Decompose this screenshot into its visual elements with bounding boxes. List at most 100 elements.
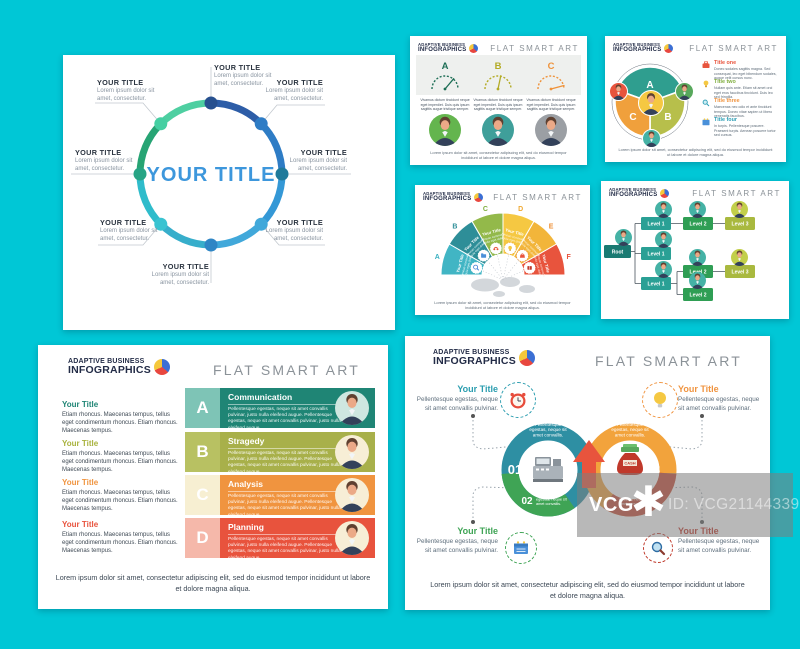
list-row-b: B Stragedy Pellentesque egestas, neque s… (185, 432, 375, 475)
fan-segment-texts: Your TitleAenean commodoligula eget dolo… (454, 226, 552, 278)
row-text: Pellentesque egestas, neque sit amet con… (228, 407, 341, 431)
circle-item-top-left: YOUR TITLE Lorem ipsum dolor sit amet, c… (97, 78, 171, 104)
row-letter: C (185, 475, 220, 515)
avatar (641, 128, 661, 148)
corner-title: Your Title (457, 526, 498, 536)
avatar (482, 114, 514, 146)
item-text: Etiam rhoncus. Maecenas tempus, tellus e… (62, 451, 178, 474)
brand-line1: ADAPTIVE BUSINESS (68, 358, 145, 365)
pie-chart-icon (518, 350, 535, 367)
gauge-desc: Vivamus dictum tincidunt neque eget impe… (420, 98, 470, 112)
watermark-id: ID: VCG2114433908283 (668, 496, 800, 513)
brand-line1: ADAPTIVE BUSINESS (423, 191, 471, 196)
avatar (731, 201, 748, 218)
lightbulb-icon (703, 80, 709, 88)
avatar (638, 90, 664, 116)
side-item: Your Title Etiam rhoncus. Maecenas tempu… (62, 400, 180, 435)
item-text: In turpis. Pellentesque posuere. Praesen… (714, 124, 776, 138)
slide-fan-chart: ADAPTIVE BUSINESS INFOGRAPHICS FLAT SMAR… (415, 185, 590, 315)
item-title: YOUR TITLE (276, 78, 323, 87)
fan-letters: A B C D E F (435, 206, 572, 261)
svg-text:Your TitleAenean commodoligula: Your TitleAenean commodoligula eget dolo… (533, 251, 552, 278)
list-row-a: A Communication Pellentesque egestas, ne… (185, 388, 375, 431)
item-title: YOUR TITLE (162, 262, 209, 271)
svg-text:Your TitleAenean commodoligula: Your TitleAenean commodoligula eget dolo… (479, 226, 506, 245)
brand-line1: ADAPTIVE BUSINESS (418, 42, 466, 47)
svg-text:Your TitleAenean commodoligula: Your TitleAenean commodoligula eget dolo… (454, 251, 473, 278)
alarm-clock-icon (500, 382, 536, 418)
calendar-icon (505, 532, 537, 564)
lightbulb-icon (642, 382, 678, 418)
circle-item-top-right: YOUR TITLE Lorem ipsum dolor sit amet, c… (249, 78, 323, 104)
item-title: YOUR TITLE (75, 148, 122, 157)
item-title: Title one (714, 60, 737, 66)
gauges-graphic: A B C (431, 61, 565, 91)
gauge-letter: C (548, 61, 555, 72)
slide-footer: Lorem ipsum dolor sit amet, consectetur … (618, 146, 773, 158)
brand-line2: INFOGRAPHICS (423, 196, 472, 203)
slide-title: FLAT SMART ART (493, 193, 582, 202)
item-title: Your Title (62, 520, 99, 529)
slide-footer: Lorem ipsum dolor sit amet, consectetur … (430, 580, 745, 600)
item-title: YOUR TITLE (97, 78, 144, 87)
leader-lines (71, 67, 351, 283)
circle-item-bottom: YOUR TITLE Lorem ipsum dolor sit amet, c… (135, 262, 209, 288)
circle-item-top: YOUR TITLE Lorem ipsum dolor sit amet, c… (214, 63, 288, 89)
gauge-desc: Vivamus dictum tincidunt neque eget impe… (526, 98, 576, 112)
brand-line1: ADAPTIVE BUSINESS (433, 349, 510, 356)
avatar (689, 249, 706, 266)
org-node-level2: Level 2 (690, 293, 707, 299)
item-title: Your Title (62, 439, 99, 448)
pie-chart-icon (474, 192, 484, 202)
item-text: Lorem ipsum dolor sit amet, consectetur. (97, 88, 155, 103)
slide-title: FLAT SMART ART (490, 44, 579, 53)
phone-icon (493, 246, 499, 251)
slide-footer: Lorem ipsum dolor sit amet, consectetur … (434, 299, 571, 311)
slide-footer: Lorem ipsum dolor sit amet, consectetur … (55, 573, 371, 593)
item-title: Your Title (62, 478, 99, 487)
gauge-desc: Vivamus dictum tincidunt neque eget impe… (473, 98, 523, 112)
avatar (335, 391, 369, 425)
org-node-level1: Level 1 (648, 282, 665, 288)
item-text: Etiam rhoncus. Maecenas tempus, tellus e… (62, 532, 178, 555)
corner-top-right: Your Title Pellentesque egestas, neque s… (678, 384, 763, 413)
avatar (674, 81, 694, 101)
watermark-bar: VCG ✱ ID: VCG2114433908283 (577, 473, 800, 537)
magnifier-icon (643, 533, 673, 563)
list-row-d: D Planning Pellentesque egestas, neque s… (185, 518, 375, 561)
gauge-letter: B (495, 61, 502, 72)
item-text: Lorem ipsum dolor sit amet, consectetur. (75, 158, 133, 173)
up-arrow (573, 440, 605, 488)
avatar (608, 81, 628, 101)
item-text: Lorem ipsum dolor sit amet, consectetur. (289, 158, 347, 173)
side-item: Your Title Etiam rhoncus. Maecenas tempu… (62, 439, 180, 474)
item-text: Lorem ipsum dolor sit amet, consectetur. (265, 88, 323, 103)
magnifier-icon (702, 99, 710, 107)
avatar (655, 231, 672, 248)
brand-line2: INFOGRAPHICS (418, 47, 467, 54)
circle-item-right: YOUR TITLE Lorem ipsum dolor sit amet, c… (273, 148, 347, 174)
item-title: Title two (714, 79, 736, 85)
money-bag-icon: CASH (617, 444, 643, 475)
row-heading: Analysis (228, 479, 344, 492)
corner-text: Pellentesque egestas, neque sit amet con… (678, 538, 760, 554)
ring-dots (133, 96, 289, 252)
vcg-logo-text: VCG (589, 493, 634, 516)
pie-chart-icon (660, 188, 670, 198)
slide-title: FLAT SMART ART (689, 44, 778, 53)
row-heading: Planning (228, 522, 344, 535)
brand-logo: ADAPTIVE BUSINESS INFOGRAPHICS (609, 187, 670, 199)
brand-line2: INFOGRAPHICS (609, 192, 658, 199)
svg-text:A: A (435, 254, 440, 261)
row-text: Pellentesque egestas, neque sit amet con… (228, 494, 341, 518)
avatar (535, 114, 567, 146)
brand-line2: INFOGRAPHICS (433, 355, 516, 368)
item-title: YOUR TITLE (100, 218, 147, 227)
org-node-level3: Level 3 (732, 270, 749, 276)
segment-letter: B (664, 112, 671, 123)
item-text: Lorem ipsum dolor sit amet, consectetur. (151, 272, 209, 287)
avatar (335, 521, 369, 555)
